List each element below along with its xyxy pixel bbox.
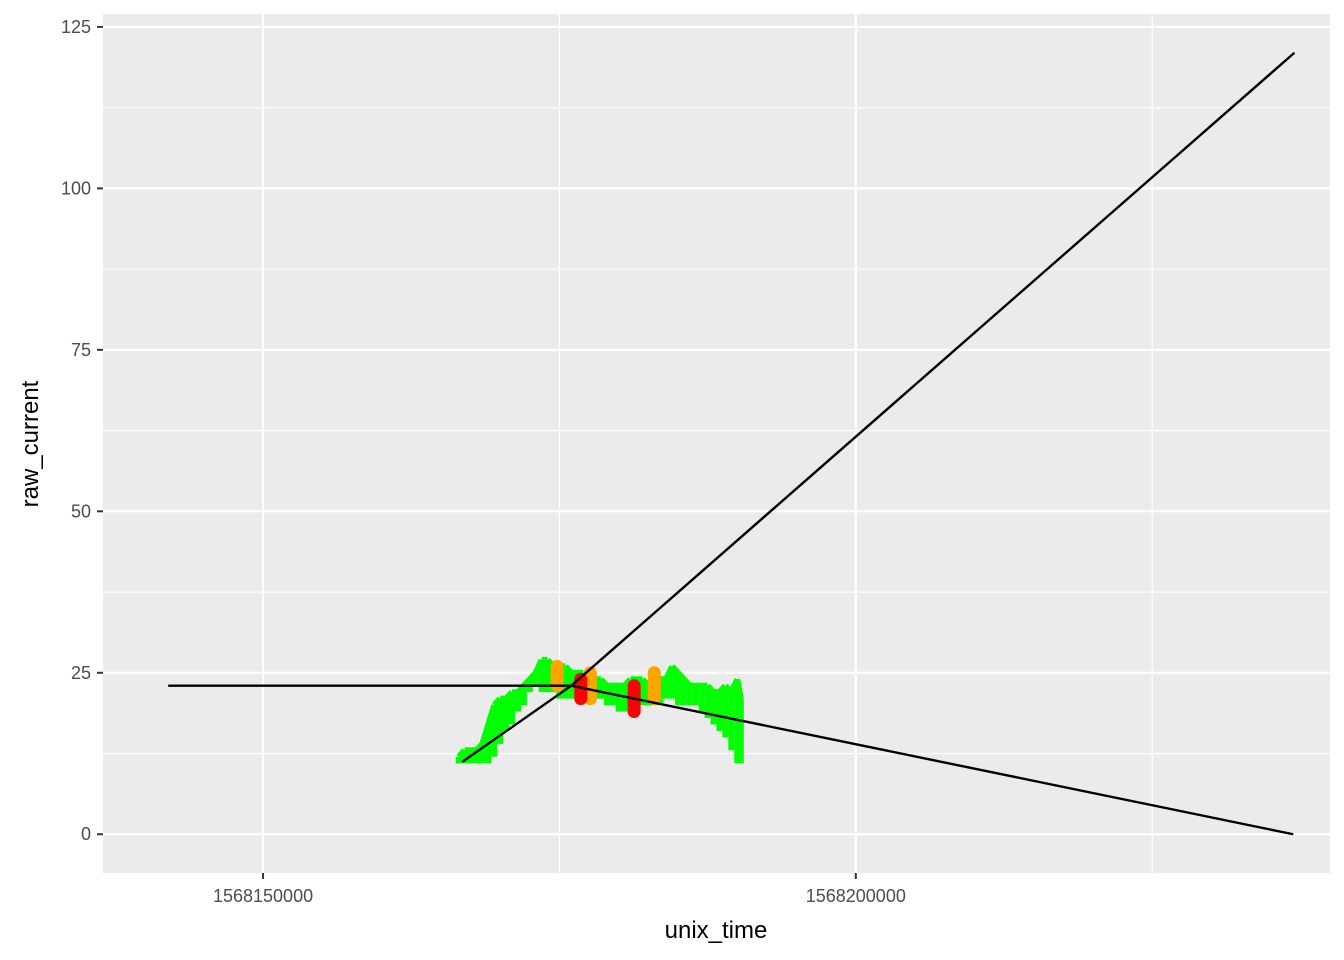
y-tick-label: 25	[71, 663, 91, 683]
reading-step	[681, 677, 693, 688]
reading-step	[640, 677, 651, 688]
minor-gridlines	[103, 14, 1330, 873]
y-tick-label: 0	[81, 824, 91, 844]
reading-step	[734, 678, 744, 700]
y-axis: 0 25 50 75 100 125	[61, 17, 103, 844]
x-tick-label: 1568150000	[213, 886, 313, 906]
x-axis-title: unix_time	[665, 917, 768, 944]
y-tick-label: 100	[61, 178, 91, 198]
reading-step	[598, 677, 610, 688]
y-tick-label: 75	[71, 340, 91, 360]
reading-step	[563, 664, 574, 675]
plot-panel	[103, 14, 1330, 873]
trend-line	[571, 684, 1294, 836]
chart-marks	[168, 51, 1296, 836]
y-tick-label: 125	[61, 17, 91, 37]
major-gridlines	[103, 14, 1330, 873]
x-axis: 1568150000 1568200000	[213, 873, 906, 906]
y-axis-title: raw_current	[17, 380, 44, 507]
y-tick-label: 50	[71, 501, 91, 521]
reading-step	[669, 664, 681, 675]
reading-step	[705, 683, 716, 695]
trend-line	[570, 51, 1296, 687]
trend-line	[461, 684, 572, 763]
x-tick-label: 1568200000	[806, 886, 906, 906]
reading-step	[675, 670, 687, 682]
